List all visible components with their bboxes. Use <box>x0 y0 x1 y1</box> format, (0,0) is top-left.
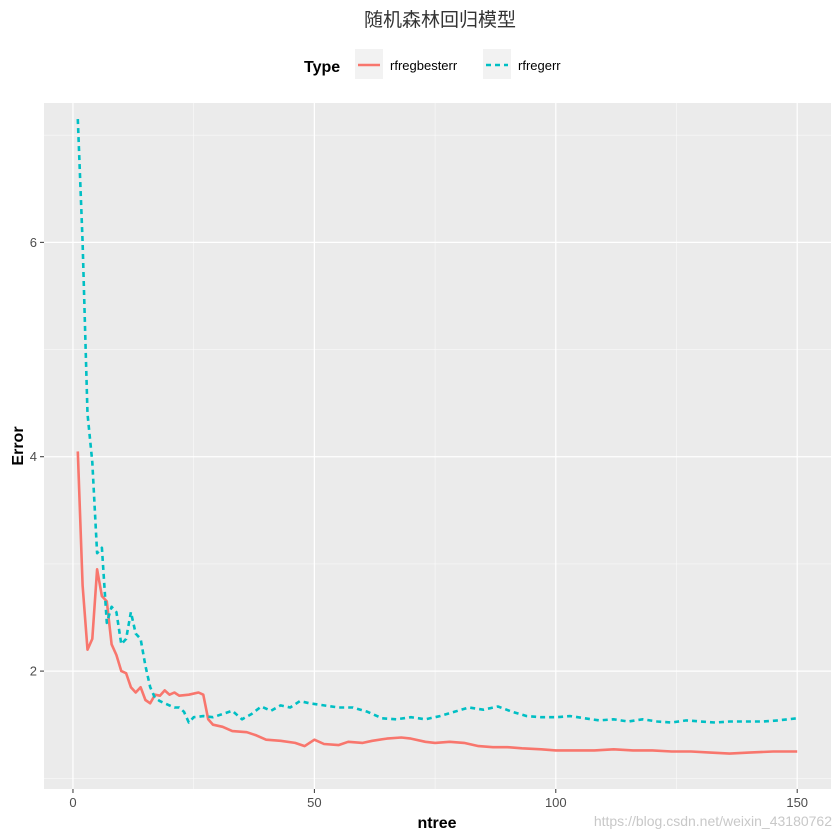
y-tick-label: 4 <box>30 449 37 464</box>
plot-panel <box>44 103 831 789</box>
tick-labels: 0 50 100 150 2 4 6 <box>30 235 808 810</box>
y-tick-label: 2 <box>30 664 37 679</box>
major-gridlines <box>44 103 831 789</box>
x-tick-label: 100 <box>545 795 567 810</box>
series-lines <box>76 119 798 755</box>
watermark: https://blog.csdn.net/weixin_43180762 <box>594 813 832 829</box>
legend: Type rfregbesterr rfregerr <box>304 49 561 79</box>
y-axis-title: Error <box>10 426 27 465</box>
x-tick-label: 0 <box>69 795 76 810</box>
chart-title: 随机森林回归模型 <box>364 9 516 31</box>
axis-ticks <box>40 241 798 793</box>
x-axis-title: ntree <box>417 815 456 832</box>
legend-label-rfregbesterr: rfregbesterr <box>390 58 458 73</box>
series-line-rfregbesterr <box>76 451 798 755</box>
series-line-rfregerr <box>76 119 798 724</box>
y-tick-label: 6 <box>30 235 37 250</box>
minor-gridlines <box>44 103 831 789</box>
legend-label-rfregerr: rfregerr <box>518 58 561 73</box>
x-tick-label: 150 <box>786 795 808 810</box>
legend-title: Type <box>304 59 340 76</box>
x-tick-label: 50 <box>307 795 321 810</box>
